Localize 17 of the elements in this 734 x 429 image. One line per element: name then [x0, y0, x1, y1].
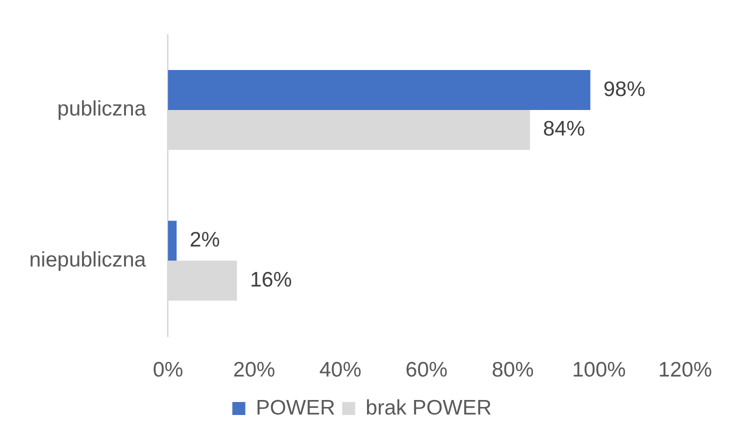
bar	[168, 70, 590, 110]
data-label: 2%	[190, 228, 220, 252]
y-tick-label: publiczna	[57, 98, 146, 121]
data-label: 84%	[543, 118, 586, 141]
y-tick-label: niepubliczna	[29, 248, 146, 272]
data-label: 98%	[603, 78, 646, 101]
data-label: 16%	[250, 268, 292, 292]
x-tick-label: 100%	[572, 358, 626, 382]
x-tick-label: 40%	[319, 358, 362, 382]
x-tick-label: 120%	[658, 358, 712, 382]
x-tick-label: 0%	[152, 358, 184, 382]
x-tick-label: 80%	[492, 358, 534, 382]
legend-label: POWER	[256, 396, 336, 420]
x-tick-label: 60%	[406, 358, 448, 382]
legend-label: brak POWER	[366, 396, 492, 420]
bar	[168, 220, 177, 261]
x-tick-label: 20%	[233, 358, 276, 382]
